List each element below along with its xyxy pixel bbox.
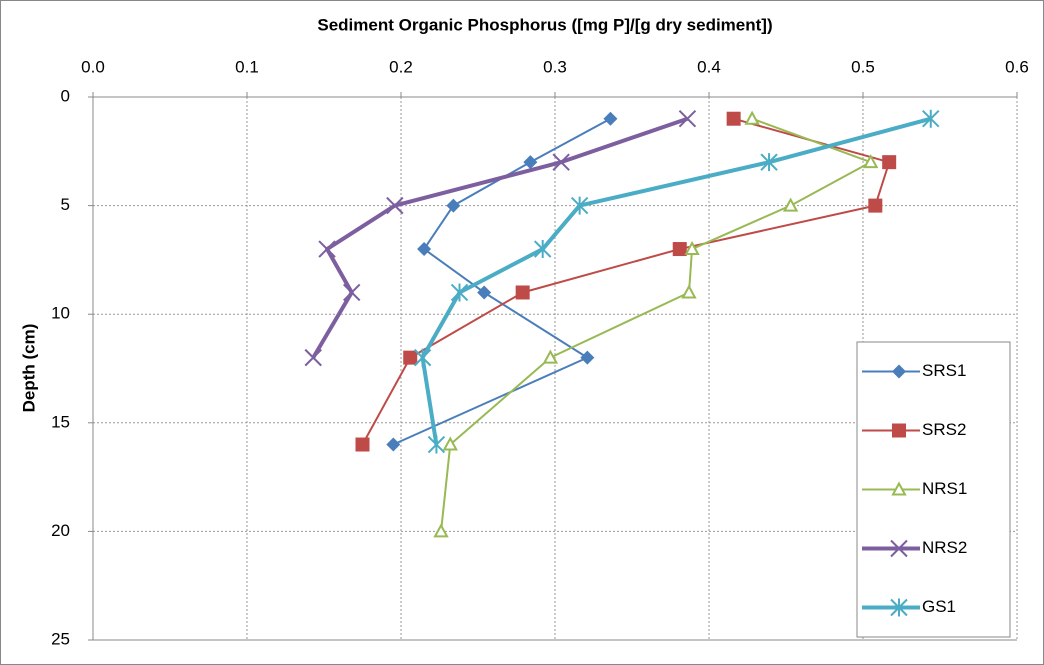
marker [868,198,883,213]
legend-label: NRS2 [922,538,967,557]
marker [684,240,700,256]
x-tick-label: 0.4 [697,57,721,76]
marker [890,539,908,558]
x-tick-label: 0.1 [235,57,259,76]
x-tick-label: 0.2 [389,57,413,76]
y-tick-label: 5 [61,195,70,214]
marker [863,154,879,169]
marker [450,283,469,302]
marker [515,285,530,300]
y-tick-label: 25 [51,629,70,648]
marker [386,437,401,452]
marker [433,523,449,538]
legend-label: SRS1 [922,361,966,380]
marker [318,240,336,258]
marker [744,110,760,125]
marker [890,598,908,617]
x-tick-label: 0.0 [81,57,105,76]
marker [446,198,461,213]
series-line [311,116,689,359]
legend-label: GS1 [922,597,956,616]
marker [533,240,552,259]
marker [892,364,906,379]
legend-label: SRS2 [922,420,966,439]
marker [760,153,778,172]
marker [922,109,940,128]
marker [442,436,458,451]
marker [580,350,595,365]
marker [542,349,559,364]
x-tick-label: 0.3 [543,57,567,76]
marker [891,481,907,496]
marker [413,348,432,367]
series-line [440,117,872,532]
y-tick-label: 20 [51,521,70,540]
marker [726,111,741,126]
marker [782,197,799,212]
marker [892,423,906,438]
marker [882,155,897,170]
marker [403,350,418,365]
chart-title: Sediment Organic Phosphorus ([mg P]/[g d… [317,15,772,34]
marker [304,348,322,367]
y-axis-title: Depth (cm) [19,324,38,413]
legend-label: NRS1 [922,479,967,498]
marker [477,285,492,300]
y-tick-label: 10 [51,304,70,323]
y-tick-label: 15 [51,412,70,431]
marker [355,437,370,452]
marker [417,242,432,257]
marker [386,196,404,215]
marker [343,283,361,302]
marker [523,155,538,170]
marker [427,435,446,454]
marker [681,284,697,299]
marker [678,110,697,128]
marker [570,196,589,215]
y-tick-label: 0 [61,86,70,105]
marker [552,153,570,171]
x-tick-label: 0.5 [851,57,875,76]
marker [603,111,618,126]
marker [672,242,687,257]
x-tick-label: 0.6 [1005,57,1029,76]
